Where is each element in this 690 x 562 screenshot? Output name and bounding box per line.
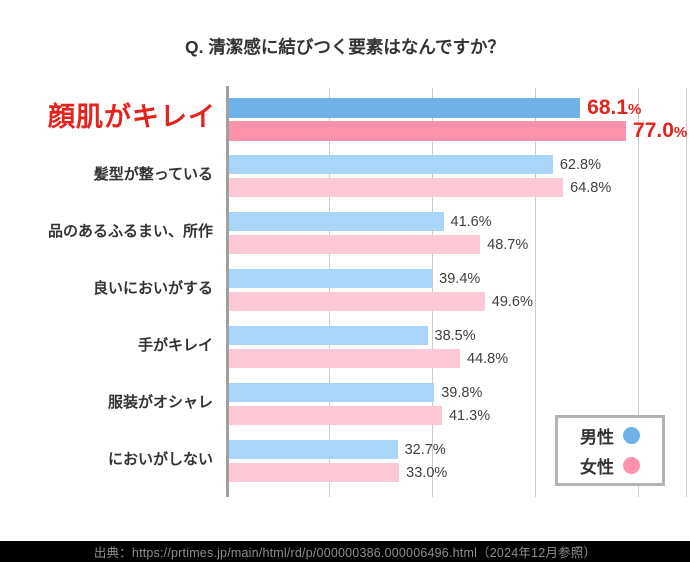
female-bar [229,463,400,482]
female-bar [229,120,627,141]
bar-chart: 顔肌がキレイ 68.1% 77.0% 髪型が整っている 62.8% 64.8% 品のあるふる… [0,86,690,508]
bar-line: 41.6% [229,212,690,231]
category-row: 顔肌がキレイ 68.1% 77.0% [0,89,690,146]
bar-rows: 顔肌がキレイ 68.1% 77.0% 髪型が整っている 62.8% 64.8% 品のあるふる… [0,89,690,488]
category-label: 手がキレイ [137,336,213,354]
female-value-label: 77.0% [633,118,688,142]
male-bar [229,97,581,118]
male-value-label: 32.7% [404,441,446,458]
category-label: 良いにおいがする [92,279,213,297]
female-value-label: 44.8% [467,350,509,367]
category-row: においがしない 32.7% 33.0% [0,431,690,488]
female-value-label: 41.3% [448,407,491,424]
y-axis-line [226,86,229,497]
bar-line: 38.5% [229,326,690,345]
legend: 男性 女性 [555,415,665,486]
female-value-label: 64.8% [570,179,612,196]
category-row: 良いにおいがする 39.4% 49.6% [0,260,690,317]
male-value-label: 38.5% [434,327,476,344]
legend-label-female: 女性 [580,458,614,477]
category-bars: 68.1% 77.0% [226,89,690,146]
male-value-label: 39.4% [439,270,481,287]
female-color-dot-icon [623,457,640,474]
male-bar [229,440,398,459]
bar-line: 62.8% [229,155,690,174]
male-value-label: 68.1% [587,95,642,119]
female-bar [229,349,461,368]
male-value-label: 39.8% [441,384,483,401]
legend-item-female: 女性 [580,453,640,478]
bar-line: 49.6% [229,292,690,311]
bar-line: 33.0% [229,463,690,482]
bar-line: 39.8% [229,383,690,402]
gridline-80 [637,88,639,497]
female-bar [229,178,564,197]
category-label: 品のあるふるまい、所作 [47,222,213,240]
category-label: 顔肌がキレイ [48,101,216,132]
bar-line: 64.8% [229,178,690,197]
male-bar [229,155,553,174]
female-bar [229,292,485,311]
legend-item-male: 男性 [580,423,640,448]
category-bars: 39.8% 41.3% [226,374,690,431]
male-value-label: 62.8% [559,156,601,173]
male-value-label: 41.6% [450,213,492,230]
plot-right-border [686,88,687,497]
male-bar [229,212,444,231]
category-bars: 39.4% 49.6% [226,260,690,317]
bar-line: 68.1% [229,95,690,119]
male-bar [229,383,435,402]
female-value-label: 48.7% [487,236,529,253]
category-row: 品のあるふるまい、所作 41.6% 48.7% [0,203,690,260]
category-row: 手がキレイ 38.5% 44.8% [0,317,690,374]
female-bar [229,235,481,254]
category-bars: 32.7% 33.0% [226,431,690,488]
category-bars: 38.5% 44.8% [226,317,690,374]
female-value-label: 33.0% [406,464,448,481]
bar-line: 41.3% [229,406,690,425]
chart-title: Q. 清潔感に結びつく要素はなんですか？ [185,37,505,57]
category-bars: 41.6% 48.7% [226,203,690,260]
category-row: 髪型が整っている 62.8% 64.8% [0,146,690,203]
male-bar [229,269,433,288]
category-bars: 62.8% 64.8% [226,146,690,203]
source-text: 出典：https://prtimes.jp/main/html/rd/p/000… [93,546,597,560]
bar-line: 32.7% [229,440,690,459]
bar-line: 39.4% [229,269,690,288]
female-bar [229,406,442,425]
bar-line: 44.8% [229,349,690,368]
legend-label-male: 男性 [580,428,614,447]
male-bar [229,326,428,345]
gridline-60 [534,88,536,497]
source-bar: 出典：https://prtimes.jp/main/html/rd/p/000… [0,541,690,562]
category-label: 髪型が整っている [93,165,213,183]
category-label: 服装がオシャレ [107,393,213,411]
bar-line: 48.7% [229,235,690,254]
category-row: 服装がオシャレ 39.8% 41.3% [0,374,690,431]
bar-line: 77.0% [229,118,690,142]
female-value-label: 49.6% [491,293,533,310]
category-label: においがしない [107,450,213,468]
male-color-dot-icon [623,427,640,444]
